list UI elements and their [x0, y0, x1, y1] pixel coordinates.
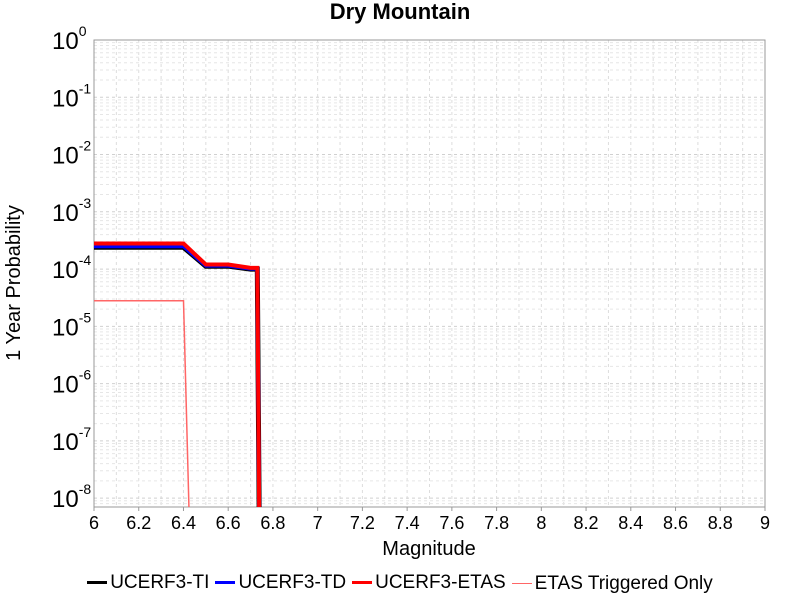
legend-item: UCERF3-TD — [215, 572, 346, 594]
series-line-3 — [94, 299, 190, 507]
legend-label: UCERF3-TI — [110, 571, 210, 593]
x-tick-label: 7.8 — [484, 513, 509, 533]
legend-swatch — [352, 581, 373, 584]
x-tick-label: 6.4 — [171, 513, 196, 533]
y-tick-exponent: -3 — [79, 195, 92, 211]
y-tick-exponent: 0 — [79, 23, 87, 39]
y-tick-label: 10-4 — [52, 252, 91, 284]
y-tick-exponent: -5 — [79, 309, 92, 325]
legend-swatch — [511, 583, 532, 584]
y-tick-exponent: -2 — [79, 138, 92, 154]
series-line-0 — [94, 244, 262, 507]
x-tick-label: 8.2 — [574, 513, 599, 533]
plot-grid — [93, 40, 766, 508]
x-tick-label: 7.6 — [439, 513, 464, 533]
y-tick-exponent: -7 — [79, 424, 92, 440]
legend-label: ETAS Triggered Only — [534, 572, 713, 594]
x-tick-label: 8.8 — [708, 513, 733, 533]
y-tick-label: 10-6 — [52, 367, 91, 399]
y-tick-exponent: -1 — [79, 80, 92, 96]
x-tick-label: 8 — [536, 513, 546, 533]
x-tick-label: 6.6 — [216, 513, 241, 533]
x-tick-label: 6 — [89, 513, 99, 533]
chart-legend: UCERF3-TI UCERF3-TD UCERF3-ETAS ETAS Trigge… — [0, 568, 800, 595]
x-tick-label: 7.2 — [350, 513, 375, 533]
y-tick-label: 10-2 — [52, 138, 91, 170]
legend-item: ETAS Triggered Only — [511, 572, 713, 595]
legend-label: UCERF3-ETAS — [375, 571, 506, 593]
series-layer — [94, 241, 262, 507]
x-tick-label: 8.4 — [618, 513, 643, 533]
y-tick-label: 10-1 — [52, 80, 91, 112]
y-axis-label: 1 Year Probability — [3, 205, 25, 361]
y-tick-exponent: -6 — [79, 367, 92, 383]
plot-area — [93, 39, 766, 508]
legend-swatch — [215, 581, 236, 584]
x-axis-label: Magnitude — [382, 538, 475, 560]
x-tick-label: 7 — [313, 513, 323, 533]
chart-title: Dry Mountain — [330, 0, 471, 24]
x-axis-ticks: 6 6.2 6.4 6.6 6.8 7 7.2 7.4 7.6 7.8 8 8.2 8.4 8.6 8.8 9 — [89, 507, 770, 533]
legend-label: UCERF3-TD — [238, 571, 347, 593]
x-tick-label: 6.2 — [126, 513, 151, 533]
y-tick-label: 10-3 — [52, 195, 91, 227]
y-axis-ticks: 10-8 10-7 10-6 10-5 10-4 10-3 10-2 10-1 100 — [52, 23, 91, 513]
x-tick-label: 9 — [760, 513, 770, 533]
y-tick-exponent: -8 — [79, 481, 92, 497]
y-tick-label: 100 — [52, 23, 87, 55]
y-tick-exponent: -4 — [79, 252, 92, 268]
y-tick-label: 10-7 — [52, 424, 91, 456]
y-tick-label: 10-8 — [52, 481, 91, 513]
x-tick-label: 6.8 — [260, 513, 285, 533]
legend-item: UCERF3-TI — [87, 572, 209, 594]
x-tick-label: 8.6 — [663, 513, 688, 533]
x-tick-label: 7.4 — [395, 513, 420, 533]
y-tick-label: 10-5 — [52, 309, 91, 341]
legend-swatch — [87, 581, 108, 584]
legend-item: UCERF3-ETAS — [352, 572, 506, 594]
series-line-2 — [94, 241, 262, 507]
